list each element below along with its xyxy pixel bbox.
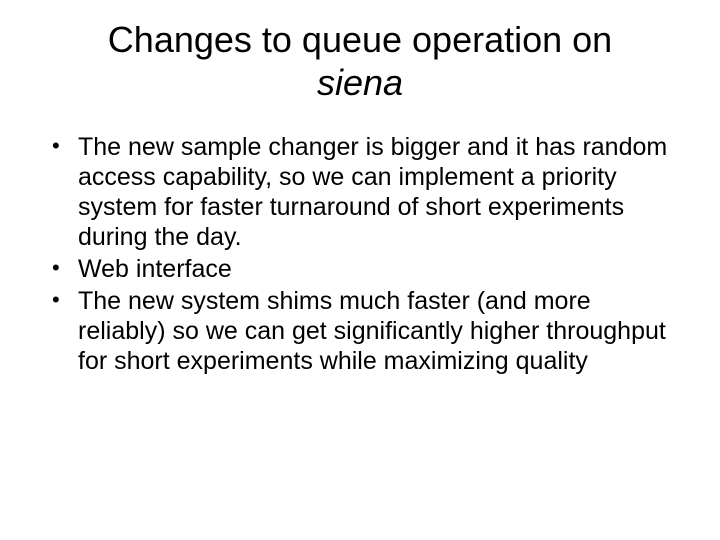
title-line-2-italic: siena: [317, 62, 403, 103]
list-item: Web interface: [50, 254, 680, 284]
bullet-list: The new sample changer is bigger and it …: [40, 132, 680, 376]
title-line-1: Changes to queue operation on: [108, 19, 612, 60]
bullet-text: Web interface: [78, 255, 232, 283]
slide: Changes to queue operation on siena The …: [0, 0, 720, 540]
bullet-text: The new sample changer is bigger and it …: [78, 133, 667, 251]
slide-title: Changes to queue operation on siena: [40, 18, 680, 104]
list-item: The new sample changer is bigger and it …: [50, 132, 680, 252]
list-item: The new system shims much faster (and mo…: [50, 286, 680, 376]
bullet-text: The new system shims much faster (and mo…: [78, 287, 666, 375]
